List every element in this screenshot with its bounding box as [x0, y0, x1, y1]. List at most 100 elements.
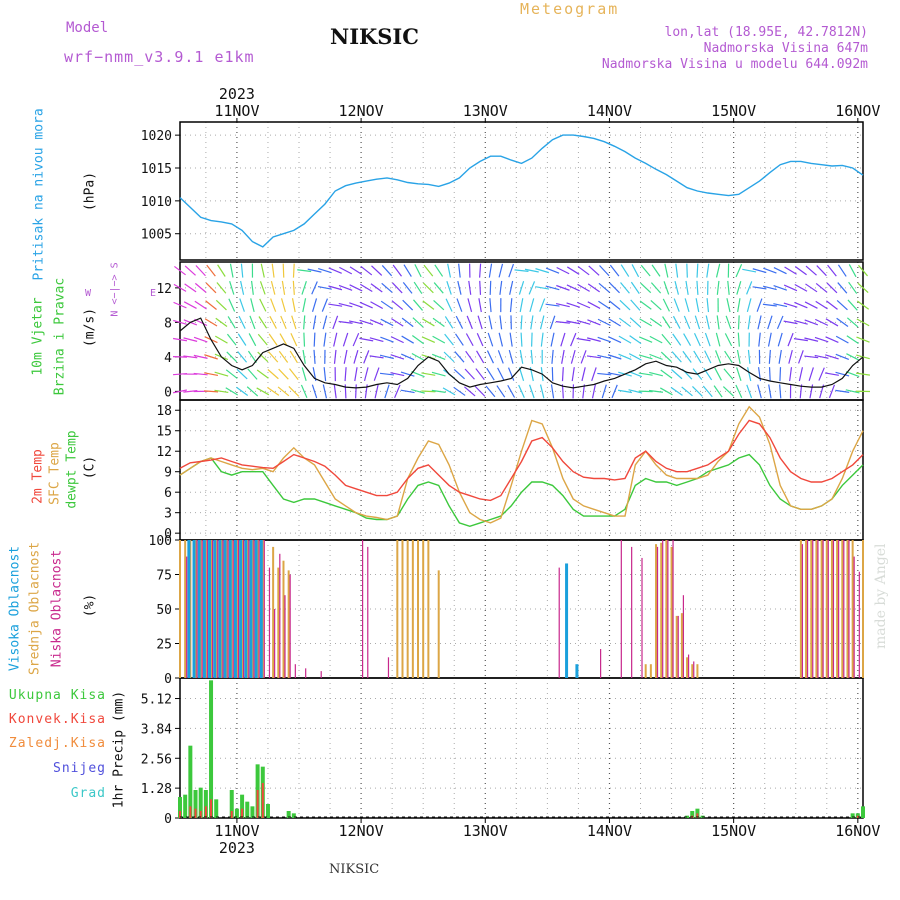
wind-barb [530, 349, 534, 364]
mid-cloud-bar [846, 540, 849, 678]
wind-barb [322, 315, 328, 330]
wind-barb [545, 303, 560, 307]
wind-barb [487, 332, 494, 347]
high-cloud-bar [254, 540, 258, 678]
wind-barb [608, 318, 621, 327]
wind-barb [598, 282, 611, 293]
wind-barb [321, 298, 329, 312]
wind-barb [278, 350, 289, 363]
wind-barb [639, 300, 652, 310]
wind-barb [268, 351, 279, 363]
wind-barb [332, 315, 339, 330]
wind-barb [240, 280, 245, 295]
wind-barb [555, 321, 570, 324]
wind-barb [328, 303, 343, 307]
wind-barb [390, 336, 404, 344]
wind-barb [422, 300, 435, 310]
wind-barb [303, 332, 306, 347]
wind-barb [607, 372, 622, 377]
wind-barb [660, 369, 673, 379]
wind-barb [736, 367, 742, 381]
wind-barb [173, 283, 187, 292]
wind-barb [580, 350, 587, 364]
wind-barb [195, 265, 206, 277]
wind-barb [353, 349, 359, 364]
wind-barb [479, 280, 482, 295]
wind-barb [349, 284, 363, 292]
wind-barb [857, 264, 869, 277]
wind-barb [370, 301, 384, 310]
wind-barb [363, 350, 370, 364]
high-cloud-bar [259, 540, 263, 678]
wind-barb [798, 367, 804, 382]
x-tick-label-bottom: 15NOV [711, 822, 756, 840]
wind-barb [846, 335, 859, 345]
wind-barb [591, 384, 596, 399]
wind-barb [173, 389, 187, 394]
low-cloud-bar [294, 664, 296, 678]
wind-barb [746, 298, 752, 313]
wind-barb [561, 367, 564, 382]
wind-barb [556, 266, 570, 275]
mid-cloud-bar [691, 664, 694, 678]
wind-barb [214, 389, 229, 394]
x-tick-label-top: 11NOV [214, 102, 259, 120]
wind-barb [693, 350, 702, 364]
wind-barb [292, 263, 295, 278]
year-label-bottom: 2023 [219, 839, 255, 857]
precip-legend-conv: Konvek.Kisa [8, 712, 106, 727]
wind-barb [826, 300, 838, 310]
dewpt-line [179, 453, 864, 528]
wind-barb [236, 368, 248, 380]
wind-barb [671, 369, 683, 380]
y-tick-label: 3 [164, 507, 172, 522]
wind-barb [184, 283, 197, 293]
wind-barb [736, 349, 741, 364]
low-cloud-bar [620, 540, 622, 678]
wind-barb [611, 384, 618, 399]
wind-barb [359, 337, 374, 342]
wind-barb [550, 384, 555, 399]
wind-barb [617, 389, 632, 394]
wind-barb [608, 300, 621, 310]
wind-barb [725, 315, 732, 330]
wind-barb [560, 332, 566, 347]
wind-barb [300, 384, 308, 399]
wind-barb [555, 302, 570, 308]
wind-barb [674, 280, 680, 295]
wind-barb [259, 281, 266, 295]
conv-precip-bar [261, 783, 264, 818]
wind-barb [528, 281, 536, 295]
station-title: NIKSIC [330, 24, 419, 49]
wind-barb [661, 333, 672, 346]
wind-barb [856, 318, 870, 327]
x-tick-label-top: 14NOV [587, 102, 632, 120]
y-tick-label: 1015 [141, 162, 172, 177]
wind-barb [423, 264, 434, 277]
wind-barb [311, 298, 318, 313]
mid-cloud-bar [406, 540, 409, 678]
high-cloud-bar [228, 540, 232, 678]
wind-barb [464, 386, 476, 397]
wind-barb [577, 283, 590, 292]
wind-barb [793, 319, 808, 325]
wind-barb [225, 387, 239, 396]
wind-barb [193, 354, 208, 359]
wind-barb [292, 280, 295, 295]
wind-barb [545, 267, 560, 274]
wind-barb [172, 355, 188, 358]
wind-barb [381, 265, 393, 277]
wind-barb [257, 351, 269, 363]
wind-barb [783, 320, 798, 325]
conv-precip-bar [230, 811, 233, 818]
wind-barb [773, 285, 788, 291]
wind-barb [215, 317, 228, 328]
total-precip-bar [198, 787, 203, 818]
wind-barb [465, 350, 475, 363]
wind-barb [609, 264, 620, 277]
mid-cloud-bar [805, 540, 808, 678]
wind-barb [379, 372, 394, 376]
wind-barb [556, 284, 570, 291]
high-cloud-bar [575, 664, 579, 678]
wind-barb [278, 368, 289, 380]
